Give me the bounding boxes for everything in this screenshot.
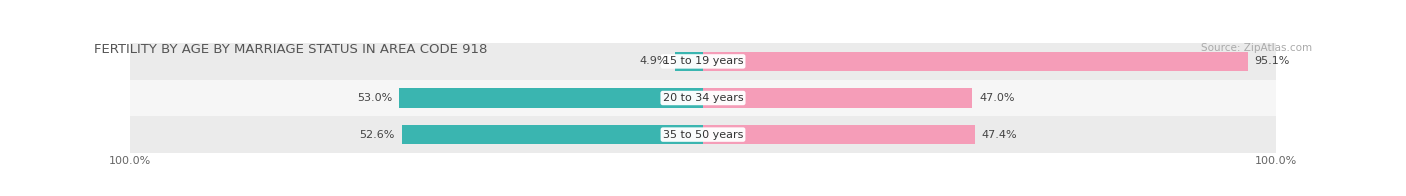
- Text: 4.9%: 4.9%: [640, 56, 668, 66]
- Bar: [703, 88, 972, 108]
- Bar: [703, 125, 974, 144]
- Text: Source: ZipAtlas.com: Source: ZipAtlas.com: [1201, 43, 1312, 53]
- Text: 53.0%: 53.0%: [357, 93, 392, 103]
- Bar: [131, 80, 1275, 116]
- Text: 15 to 19 years: 15 to 19 years: [662, 56, 744, 66]
- Bar: [675, 52, 703, 71]
- Text: FERTILITY BY AGE BY MARRIAGE STATUS IN AREA CODE 918: FERTILITY BY AGE BY MARRIAGE STATUS IN A…: [94, 43, 488, 56]
- Text: 52.6%: 52.6%: [360, 130, 395, 140]
- Bar: [131, 43, 1275, 80]
- Text: 47.4%: 47.4%: [981, 130, 1017, 140]
- Bar: [703, 52, 1247, 71]
- Text: 35 to 50 years: 35 to 50 years: [662, 130, 744, 140]
- Text: 20 to 34 years: 20 to 34 years: [662, 93, 744, 103]
- Bar: [399, 88, 703, 108]
- Bar: [131, 116, 1275, 153]
- Text: 47.0%: 47.0%: [979, 93, 1015, 103]
- Bar: [402, 125, 703, 144]
- Text: 95.1%: 95.1%: [1254, 56, 1289, 66]
